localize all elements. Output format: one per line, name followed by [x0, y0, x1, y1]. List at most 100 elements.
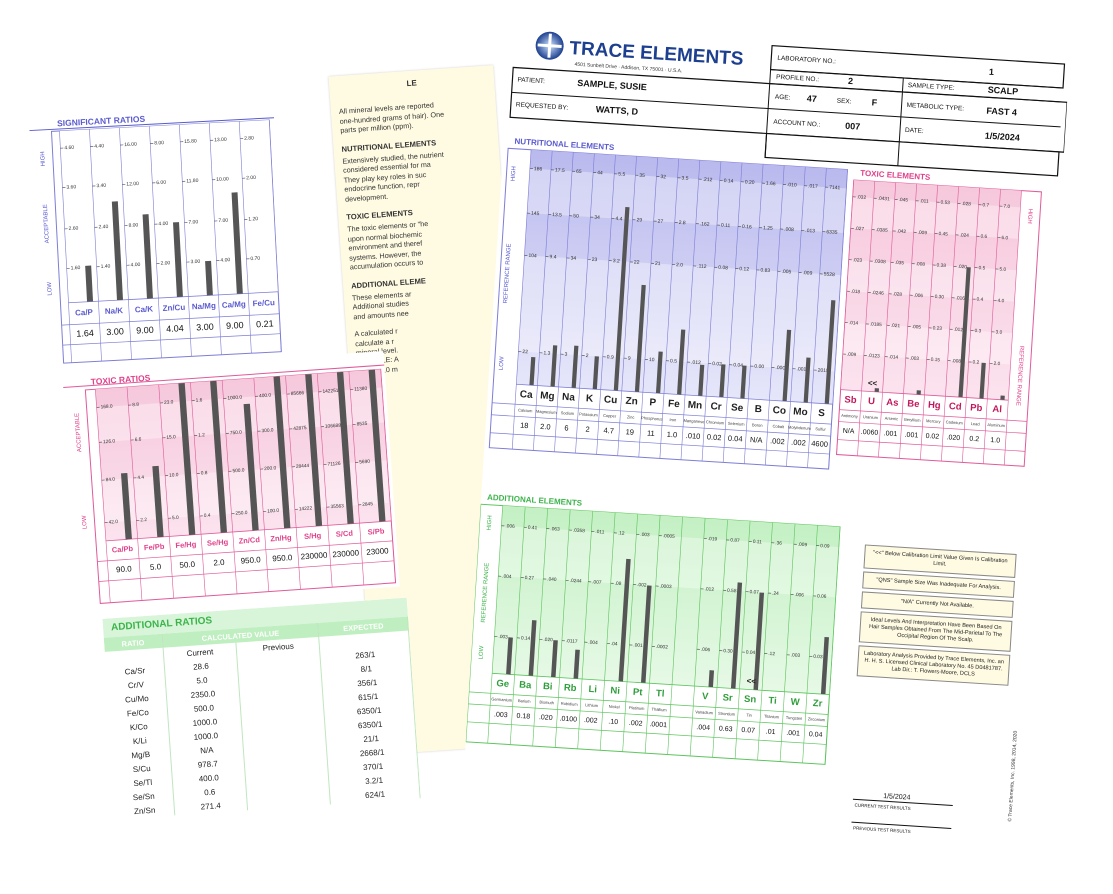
symbol: Pt — [633, 687, 644, 699]
value: 4.04 — [166, 323, 184, 334]
tick-label: 0.2 — [972, 359, 979, 365]
symbol: Bi — [543, 681, 553, 693]
tick-label: 6.6 — [135, 437, 142, 443]
column-rule — [734, 521, 751, 759]
tick-label: 2.2 — [140, 517, 147, 523]
symbol: Ba — [519, 680, 533, 692]
value: 2.0 — [540, 422, 551, 432]
column-rule — [899, 183, 917, 459]
ratio-name: Zn/Sn — [115, 801, 175, 820]
column-rule — [667, 516, 683, 755]
symbol: Fe/Hg — [175, 540, 197, 550]
row-rule — [467, 721, 827, 745]
value: 2.0 — [213, 558, 225, 568]
symbol: Mn — [687, 400, 702, 412]
tick-label: 1.20 — [248, 216, 258, 223]
range-label: REFERENCE RANGE — [1014, 346, 1024, 406]
bar — [958, 267, 971, 398]
tick-label: .012 — [691, 360, 701, 367]
value: 9.00 — [136, 325, 154, 336]
row-rule — [62, 333, 281, 346]
tick-label: 0.70 — [250, 256, 260, 263]
symbol: Zn/Cd — [238, 535, 260, 545]
value: 230000 — [300, 551, 328, 562]
column-rule — [638, 157, 658, 458]
tick-label: 0.16 — [742, 224, 752, 231]
value: 1.0 — [666, 430, 677, 440]
element-name: Cadmium — [946, 419, 964, 425]
tick-label: .009 — [798, 542, 808, 549]
column-rule — [617, 156, 637, 456]
tick-label: 50 — [573, 213, 579, 219]
tick-label: .0244 — [569, 578, 582, 585]
report-sheet: TRACE ELEMENTS 4501 Sunbelt Drive · Addis… — [460, 23, 1070, 867]
header-field: FAST 4 — [986, 106, 1017, 118]
tick-label: 4.00 — [130, 262, 140, 269]
bar — [551, 640, 558, 678]
tick-label: 6335 — [826, 229, 838, 236]
bar — [592, 356, 599, 390]
tick-label: 7.00 — [188, 219, 198, 226]
tick-label: 2.8 — [679, 220, 687, 226]
column-rule — [221, 380, 238, 594]
bar — [550, 345, 558, 387]
tick-label: 186 — [534, 166, 543, 173]
range-label: REFERENCE RANGE — [503, 243, 513, 303]
tick-label: .032 — [857, 194, 867, 201]
tick-label: 400.0 — [259, 392, 272, 399]
column-rule — [119, 127, 132, 360]
symbol: Fe/Cu — [252, 298, 275, 308]
bar — [243, 403, 259, 531]
panel-title: TOXIC ELEMENTS — [860, 169, 931, 182]
tick-label: .028 — [893, 291, 903, 298]
tick-label: 142251 — [322, 388, 339, 395]
value: 1.0 — [990, 437, 1000, 445]
range-label: HIGH — [511, 166, 518, 181]
ratios-table: RATIO CALCULATED VALUE EXPECTED Current Prev… — [103, 616, 421, 820]
tick-label: 2015 — [817, 368, 829, 375]
tick-label: 28444 — [296, 463, 310, 470]
tick-label: .009 — [802, 270, 812, 277]
tick-label: 0.00 — [754, 364, 764, 371]
column-rule — [238, 121, 252, 354]
tick-label: .020 — [543, 637, 553, 644]
tick-label: 0.09 — [820, 543, 830, 550]
tick-label: .006 — [794, 592, 804, 599]
tick-label: .0117 — [566, 638, 578, 645]
tick-label: .005 — [912, 324, 922, 331]
symbol: Cr — [710, 401, 722, 413]
tick-label: .018 — [851, 289, 861, 296]
value: .001 — [883, 430, 897, 438]
header-field: WATTS, D — [595, 104, 638, 117]
footer-label: CURRENT TEST RESULTS — [854, 803, 910, 812]
tick-label: .08 — [614, 581, 621, 587]
tick-label: .021 — [891, 323, 901, 330]
tick-label: .045 — [898, 197, 908, 204]
value: N/A — [842, 428, 854, 436]
column-rule — [158, 384, 174, 599]
stripe — [518, 255, 841, 372]
tick-label: 3.2 — [613, 258, 621, 264]
column-rule — [253, 378, 270, 592]
tick-label: .009 — [847, 352, 857, 359]
tick-label: 0.14 — [724, 178, 734, 185]
column-rule — [622, 514, 638, 752]
column-rule — [532, 508, 548, 747]
value: 90.0 — [116, 564, 133, 574]
tick-label: 104 — [528, 253, 537, 260]
column-rule — [824, 526, 841, 765]
value: 9.00 — [226, 320, 244, 331]
tick-label: .001 — [633, 642, 643, 649]
bar — [208, 369, 228, 533]
column-rule — [511, 149, 532, 450]
column-rule — [380, 369, 396, 583]
tick-label: 0.5 — [978, 265, 985, 271]
tick-label: 0.07 — [749, 589, 759, 596]
tick-label: 32 — [660, 174, 666, 180]
tick-label: 7.0 — [1003, 204, 1010, 210]
column-rule — [765, 165, 785, 466]
column-rule — [268, 119, 282, 352]
header-field: F — [871, 97, 878, 107]
tick-label: .24 — [772, 591, 779, 597]
tick-label: 4.60 — [64, 145, 74, 152]
